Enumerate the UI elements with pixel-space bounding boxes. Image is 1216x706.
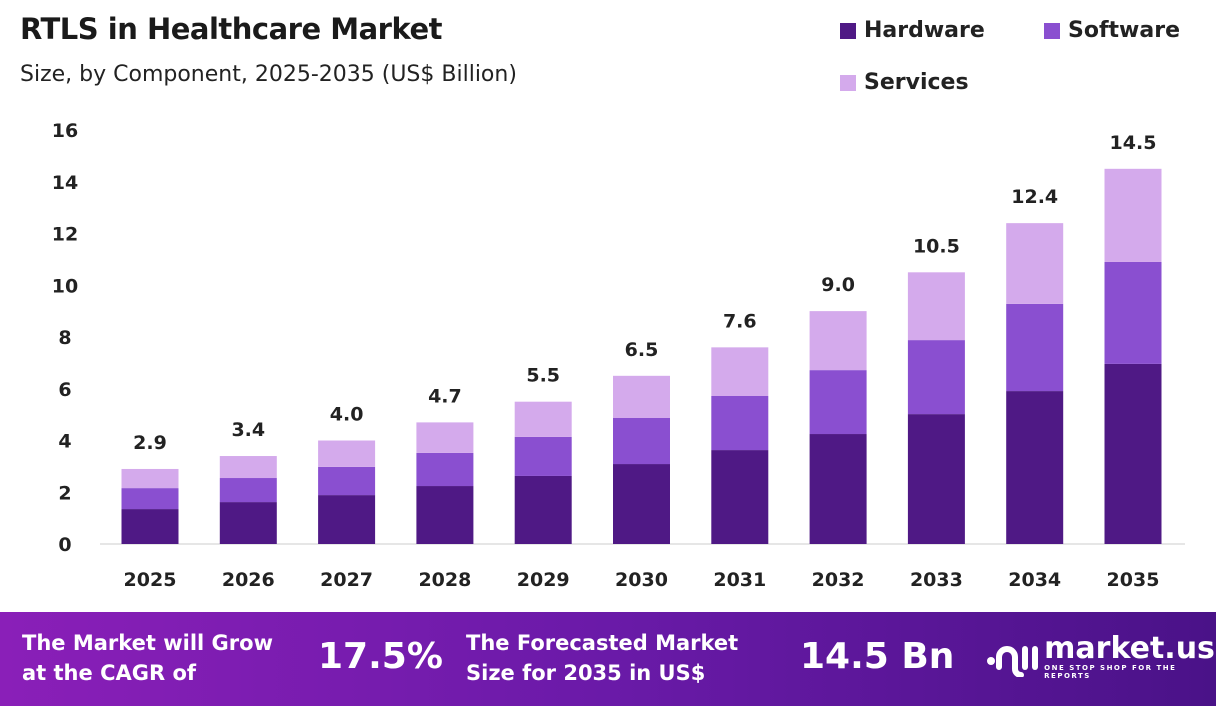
- x-tick-label: 2026: [222, 569, 275, 591]
- legend-label: Hardware: [864, 18, 985, 43]
- total-label: 4.7: [428, 385, 462, 407]
- bar-services-2029: [514, 401, 572, 437]
- y-tick-label: 0: [58, 534, 71, 556]
- bar-software-2032: [809, 370, 867, 435]
- legend-label: Software: [1068, 18, 1180, 43]
- bar-services-2031: [711, 347, 769, 396]
- bar-hardware-2031: [711, 450, 769, 544]
- bar-hardware-2032: [809, 434, 867, 544]
- x-tick-label: 2030: [615, 569, 668, 591]
- bar-hardware-2034: [1006, 391, 1064, 544]
- forecast-text-1: The Forecasted Market: [466, 631, 739, 655]
- x-tick-label: 2031: [713, 569, 766, 591]
- total-label: 14.5: [1110, 132, 1157, 154]
- logo-name: market.us: [1044, 631, 1215, 666]
- forecast-value: 14.5 Bn: [800, 636, 955, 677]
- bar-software-2035: [1104, 261, 1162, 364]
- bar-software-2026: [219, 478, 277, 503]
- total-label: 7.6: [723, 310, 757, 332]
- bar-hardware-2035: [1104, 363, 1162, 544]
- legend-hardware: Hardware: [840, 18, 985, 43]
- bar-software-2031: [711, 395, 769, 451]
- chart-title: RTLS in Healthcare Market: [20, 12, 443, 46]
- legend-services: Services: [840, 70, 969, 95]
- bar-software-2025: [121, 488, 179, 510]
- x-tick-label: 2025: [124, 569, 177, 591]
- total-label: 12.4: [1011, 186, 1058, 208]
- total-label: 3.4: [231, 419, 265, 441]
- market-us-logo: market.us ONE STOP SHOP FOR THE REPORTS: [985, 634, 1216, 680]
- y-tick-label: 6: [58, 379, 71, 401]
- legend-label: Services: [864, 70, 969, 95]
- bar-hardware-2025: [121, 509, 179, 544]
- x-tick-label: 2034: [1008, 569, 1061, 591]
- bar-hardware-2030: [613, 464, 670, 544]
- x-tick-label: 2032: [812, 569, 865, 591]
- total-label: 9.0: [821, 274, 855, 296]
- bar-services-2025: [121, 468, 179, 489]
- y-tick-label: 8: [58, 327, 71, 349]
- y-tick-label: 14: [52, 172, 78, 194]
- bar-hardware-2028: [416, 486, 474, 544]
- chart-subtitle: Size, by Component, 2025-2035 (US$ Billi…: [20, 62, 517, 87]
- y-tick-label: 12: [52, 224, 78, 246]
- x-tick-label: 2028: [418, 569, 471, 591]
- y-tick-label: 4: [58, 431, 71, 453]
- chart-plot: 0 2 4 6 8 10 12 14 16 2.9 2025 3.4 2026 4.0 2027 4.7 202…: [52, 120, 1185, 591]
- bar-services-2033: [907, 272, 965, 341]
- bar-software-2030: [613, 417, 670, 465]
- bar-software-2034: [1006, 303, 1064, 392]
- x-tick-label: 2033: [910, 569, 963, 591]
- bar-software-2028: [416, 452, 474, 487]
- bar-software-2029: [514, 436, 572, 476]
- legend-software: Software: [1044, 18, 1180, 43]
- bar-hardware-2033: [907, 414, 965, 544]
- x-tick-label: 2035: [1107, 569, 1160, 591]
- total-label: 4.0: [330, 404, 364, 426]
- bar-services-2035: [1104, 168, 1162, 262]
- total-label: 10.5: [913, 235, 960, 257]
- bar-services-2032: [809, 311, 867, 371]
- bar-software-2027: [318, 466, 376, 496]
- logo-tagline: ONE STOP SHOP FOR THE REPORTS: [1044, 664, 1177, 680]
- logo-icon: [987, 646, 1038, 677]
- total-label: 2.9: [133, 432, 167, 454]
- cagr-value: 17.5%: [318, 636, 443, 677]
- y-tick-label: 16: [52, 120, 78, 142]
- y-tick-label: 10: [52, 275, 78, 297]
- bar-hardware-2027: [318, 495, 376, 544]
- bar-services-2030: [613, 375, 670, 418]
- footer-banner: The Market will Grow at the CAGR of 17.5…: [0, 612, 1216, 706]
- x-tick-label: 2029: [517, 569, 570, 591]
- x-tick-label: 2027: [320, 569, 373, 591]
- cagr-text-2: at the CAGR of: [22, 661, 197, 685]
- cagr-text-1: The Market will Grow: [22, 631, 273, 655]
- bar-services-2034: [1006, 223, 1064, 304]
- forecast-text-2: Size for 2035 in US$: [466, 661, 706, 685]
- total-label: 6.5: [625, 339, 659, 361]
- bar-hardware-2029: [514, 475, 572, 544]
- total-label: 5.5: [526, 365, 560, 387]
- bar-software-2033: [907, 340, 965, 415]
- bar-services-2028: [416, 422, 474, 453]
- y-tick-label: 2: [58, 482, 71, 504]
- bar-services-2026: [219, 456, 277, 479]
- bar-services-2027: [318, 440, 376, 467]
- bar-hardware-2026: [219, 502, 277, 544]
